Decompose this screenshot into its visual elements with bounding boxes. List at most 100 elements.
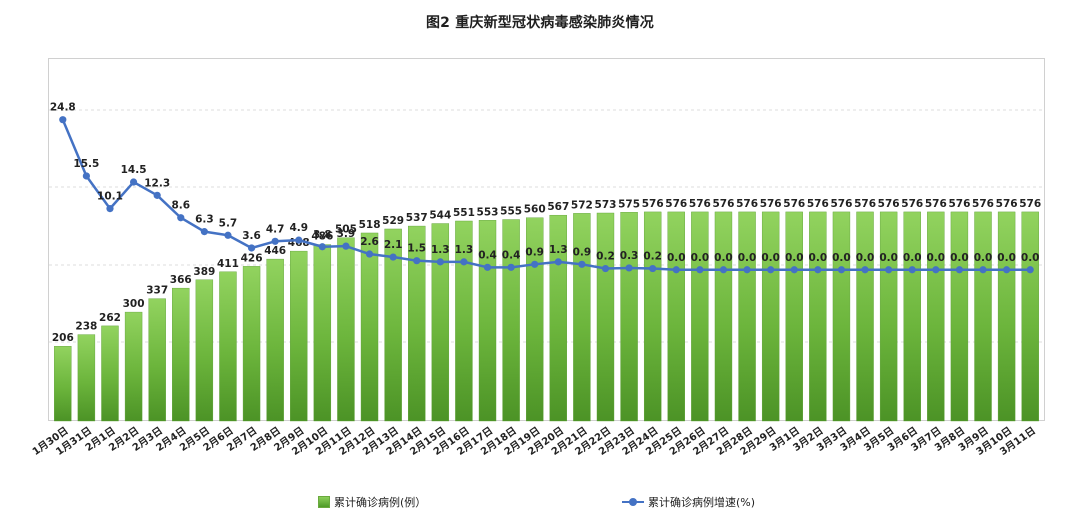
line-point (59, 116, 67, 124)
bar-data-label: 576 (854, 198, 876, 210)
bar-data-label: 572 (571, 199, 593, 211)
line-data-label: 0.2 (643, 251, 662, 263)
bar (408, 225, 426, 422)
line-data-label: 0.4 (502, 249, 521, 261)
line-point (365, 250, 374, 258)
bar (879, 211, 898, 422)
bar-data-label: 576 (760, 198, 782, 210)
line-path (61, 119, 1031, 271)
bar (643, 211, 662, 422)
line-point (955, 266, 964, 274)
bar-data-label: 560 (524, 204, 546, 216)
line-point (153, 191, 161, 199)
gridlines (49, 109, 1044, 343)
line-data-label: 0.0 (785, 252, 804, 264)
bar-data-label: 529 (382, 215, 404, 227)
line-data-label: 12.3 (144, 177, 170, 189)
line-data-label: 1.3 (455, 244, 474, 256)
line-data-label: 3.6 (242, 230, 261, 242)
line-point (767, 266, 775, 274)
line-point (129, 178, 138, 186)
line-data-label: 0.0 (856, 252, 875, 264)
line-point (837, 266, 846, 274)
line-point (82, 172, 90, 180)
line-point (908, 266, 916, 274)
line-point (106, 205, 114, 213)
line-data-label: 0.4 (478, 249, 497, 261)
line-point (531, 260, 539, 268)
bar (502, 219, 520, 422)
bar-data-label: 576 (901, 198, 923, 210)
line-point (224, 231, 232, 239)
bar (148, 298, 166, 422)
line-data-label: 0.0 (927, 252, 946, 264)
bar (832, 211, 851, 422)
line-data-label: 3.8 (313, 229, 332, 241)
line-data-label: 0.0 (974, 252, 993, 264)
bar (54, 346, 72, 422)
line-data-label: 1.5 (407, 243, 426, 255)
bar-data-label: 576 (948, 198, 970, 210)
bar-data-label: 551 (453, 207, 475, 219)
bar (761, 211, 780, 422)
line-point (436, 258, 444, 266)
line-data-label: 0.0 (691, 252, 710, 264)
line-point (271, 237, 279, 245)
line-data-label: 0.9 (525, 246, 544, 258)
line-data-label: 8.6 (171, 200, 190, 212)
line-data-label: 0.0 (809, 252, 828, 264)
bar-data-labels: 2062382623003373663894114264464684865055… (52, 198, 1041, 344)
legend-item-line: 累计确诊病例增速(%) (622, 492, 755, 512)
line-data-label: 0.0 (761, 252, 780, 264)
bar (903, 211, 921, 422)
line-data-label: 0.0 (738, 252, 757, 264)
bar-data-label: 337 (146, 285, 168, 297)
bar (313, 244, 332, 422)
line-point (649, 264, 657, 273)
bar (337, 237, 355, 422)
line-data-label: 4.9 (289, 222, 308, 234)
bar (195, 279, 214, 422)
bar-data-label: 576 (736, 198, 758, 210)
bar (714, 211, 733, 422)
bar-data-label: 576 (925, 198, 947, 210)
bar-data-label: 411 (217, 258, 239, 270)
line-point (672, 266, 680, 274)
plot-area (48, 58, 1045, 421)
line-point (295, 236, 303, 244)
bar (549, 214, 567, 422)
bar (620, 212, 638, 422)
line-data-labels: 24.8 15.5 10.1 14.512.38.6 6.3 5.7 3.6 4.7 4.9 3.… (50, 102, 1040, 264)
line-point (413, 257, 421, 265)
line-point (578, 260, 586, 268)
line-data-label: 3.9 (337, 228, 356, 240)
line-data-label: 0.0 (997, 252, 1016, 264)
bar (124, 311, 143, 422)
line-point (743, 266, 751, 274)
legend-line-label: 累计确诊病例增速(%) (648, 496, 756, 509)
bar-data-label: 366 (170, 274, 192, 286)
bar-data-label: 537 (406, 212, 428, 224)
legend-bar-label: 累计确诊病例(例） (334, 496, 427, 509)
line-point (979, 266, 987, 274)
bar-data-label: 576 (878, 198, 900, 210)
bar (266, 258, 284, 422)
bar (927, 211, 945, 422)
legend-item-bar: 累计确诊病例(例） (318, 492, 426, 512)
bar (290, 250, 308, 422)
line-point (790, 266, 798, 274)
line-data-label: 0.0 (879, 252, 898, 264)
line-data-label: 0.0 (714, 252, 733, 264)
line-data-label: 0.0 (667, 252, 686, 264)
bar (573, 213, 591, 422)
line-point (554, 258, 562, 266)
bar (997, 211, 1016, 422)
line-data-label: 1.3 (549, 244, 568, 256)
line-data-label: 14.5 (121, 164, 147, 176)
bar-data-label: 389 (193, 266, 215, 278)
bar (455, 220, 473, 422)
line-data-label: 2.6 (360, 236, 379, 248)
bar (242, 266, 261, 422)
